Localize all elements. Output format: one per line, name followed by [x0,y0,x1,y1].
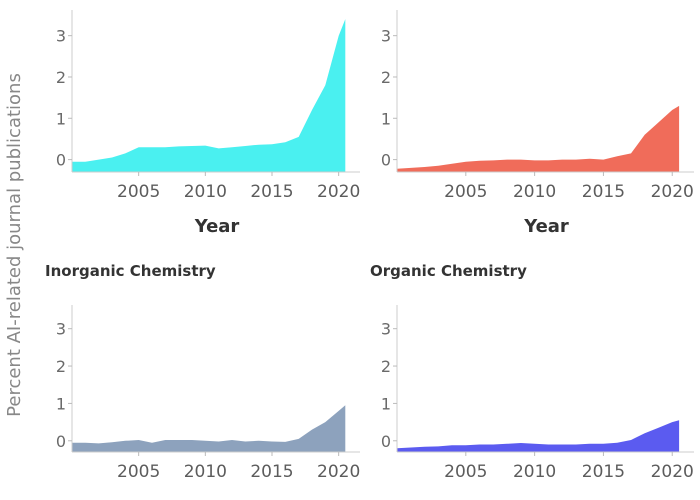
area-series-panel-2 [397,105,680,172]
x-tick-label: 2005 [117,462,160,482]
panel-2: 0 1 2 3 2005 2010 2015 2020 Year [381,10,694,237]
y-tick-label: 2 [56,357,66,376]
y-tick-label: 0 [381,432,391,451]
x-tick-label: 2010 [184,462,227,482]
x-tick-label: 2010 [513,462,556,482]
x-tick-label: 2005 [117,182,160,202]
y-tick-label: 3 [56,320,66,339]
y-tick-label: 3 [56,27,66,46]
y-tick-label: 2 [381,68,391,87]
area-series-panel-4 [397,420,680,452]
x-tick-label: 2020 [651,182,694,202]
panel-1: 0 1 2 3 2005 2010 2015 2020 Year [56,10,360,237]
y-tick-label: 1 [56,109,66,128]
y-tick-label: 1 [56,394,66,413]
panel-title: Inorganic Chemistry [45,262,216,280]
area-series-panel-3 [72,405,346,452]
x-tick-label: 2010 [184,182,227,202]
x-tick-label: 2015 [582,182,625,202]
x-tick-label: 2020 [651,462,694,482]
x-tick-label: 2015 [250,182,293,202]
y-tick-label: 1 [381,394,391,413]
y-tick-label: 3 [381,320,391,339]
x-tick-label: 2005 [444,182,487,202]
x-tick-label: 2015 [250,462,293,482]
y-tick-label: 1 [381,109,391,128]
y-tick-label: 0 [56,432,66,451]
x-tick-label: 2015 [582,462,625,482]
x-tick-label: 2005 [444,462,487,482]
x-axis-title: Year [194,216,240,237]
x-tick-label: 2020 [317,182,360,202]
area-series-panel-1 [72,19,346,172]
y-tick-label: 0 [56,151,66,170]
y-tick-label: 3 [381,27,391,46]
y-tick-label: 2 [381,357,391,376]
y-axis-title: Percent AI-related journal publications [4,73,25,417]
panel-title: Organic Chemistry [370,262,527,280]
y-tick-label: 0 [381,151,391,170]
panel-4: 0 1 2 3 2005 2010 2015 2020 Organic Chemistry [370,262,694,482]
x-tick-label: 2010 [513,182,556,202]
x-tick-label: 2020 [317,462,360,482]
x-axis-title: Year [523,216,569,237]
panel-3: 0 1 2 3 2005 2010 2015 2020 Inorganic Chemistry [45,262,360,482]
y-tick-label: 2 [56,68,66,87]
